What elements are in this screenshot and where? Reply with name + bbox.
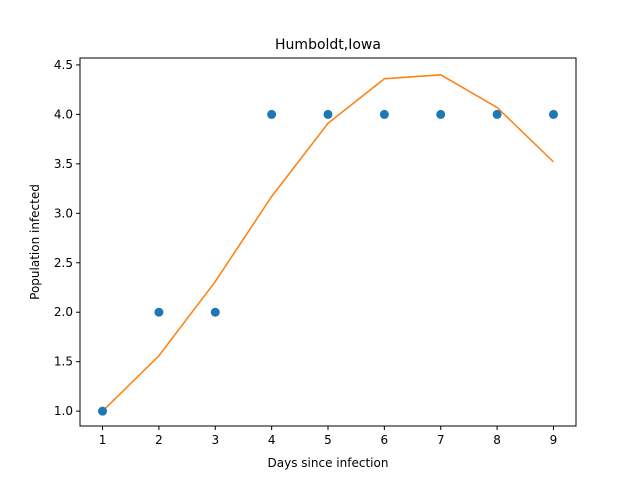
series-group <box>98 74 558 416</box>
x-tick-label: 6 <box>381 433 389 447</box>
data-point <box>154 307 164 317</box>
y-tick-label: 1.5 <box>54 355 73 369</box>
data-point <box>210 307 220 317</box>
x-tick-label: 5 <box>324 433 332 447</box>
x-tick-label: 4 <box>268 433 276 447</box>
y-tick-label: 2.0 <box>54 305 73 319</box>
chart-title: Humboldt,Iowa <box>275 37 381 53</box>
data-point <box>379 109 389 119</box>
x-tick-label: 3 <box>211 433 219 447</box>
y-axis: 1.0 1.5 2.0 2.5 3.0 3.5 4.0 4.5 <box>54 58 80 418</box>
data-point <box>548 109 558 119</box>
fit-line <box>102 74 554 412</box>
data-point <box>436 109 446 119</box>
data-point <box>98 406 108 416</box>
x-tick-label: 7 <box>437 433 445 447</box>
x-tick-label: 1 <box>99 433 107 447</box>
x-axis-label: Days since infection <box>268 456 389 470</box>
data-point <box>267 109 277 119</box>
x-tick-label: 9 <box>550 433 558 447</box>
y-tick-label: 3.0 <box>54 206 73 220</box>
y-tick-label: 3.5 <box>54 157 73 171</box>
y-tick-label: 4.5 <box>54 58 73 72</box>
x-axis: 1 2 3 4 5 6 7 8 9 <box>99 426 558 447</box>
y-tick-label: 1.0 <box>54 404 73 418</box>
y-axis-label: Population infected <box>28 184 42 300</box>
data-point <box>323 109 333 119</box>
x-tick-label: 2 <box>155 433 163 447</box>
plot-area: 1 2 3 4 5 6 7 8 9 1.0 1.5 2.0 2.5 3.0 3.5 4.0 4.5 <box>54 57 577 447</box>
y-tick-label: 2.5 <box>54 256 73 270</box>
data-point <box>492 109 502 119</box>
y-tick-label: 4.0 <box>54 107 73 121</box>
x-tick-label: 8 <box>493 433 501 447</box>
